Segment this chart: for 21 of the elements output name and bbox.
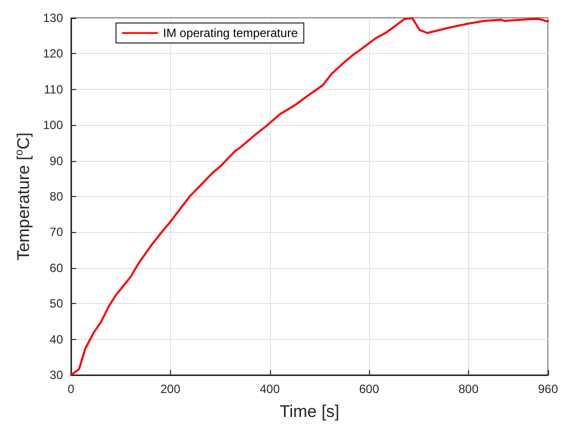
x-tick-label: 600 [359, 382, 380, 396]
y-tick-label: 110 [44, 82, 64, 96]
y-tick-label: 40 [50, 332, 64, 346]
legend-label: IM operating temperature [163, 26, 298, 40]
x-tick-label: 400 [260, 382, 280, 396]
x-tick-label: 0 [68, 382, 75, 396]
y-tick-label: 80 [50, 190, 64, 204]
y-axis-title: Temperature [oC] [14, 132, 33, 261]
line-series [70, 17, 549, 376]
y-tick-label: 100 [42, 118, 64, 132]
y-tick-label: 70 [50, 225, 64, 240]
y-tick-label: 120 [42, 46, 64, 61]
y-tick-label: 30 [50, 368, 64, 382]
x-tick-label: 200 [160, 382, 181, 396]
y-tick-label: 60 [50, 260, 64, 275]
y-tick-label: 90 [50, 154, 64, 168]
x-tick-label: 800 [458, 382, 479, 396]
y-tick-label: 50 [50, 296, 64, 311]
x-tick-label: 960 [538, 382, 558, 396]
x-axis-title: Time [s] [280, 402, 340, 421]
y-tick-label: 130 [42, 11, 64, 25]
